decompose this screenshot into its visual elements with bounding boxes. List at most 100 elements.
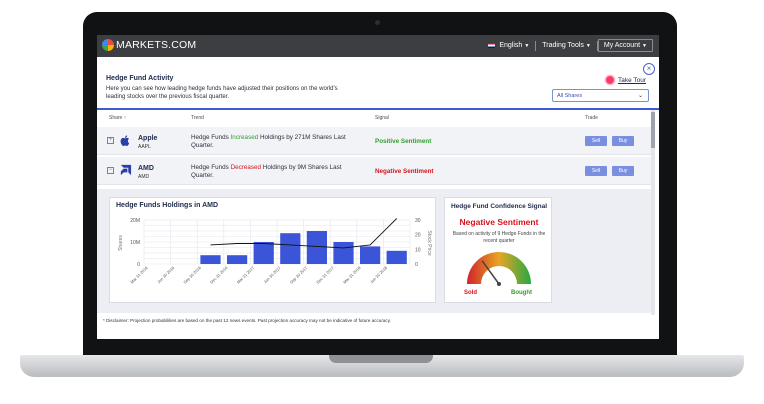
uk-flag-icon: [488, 43, 496, 48]
chart-title: Hedge Funds Holdings in AMD: [116, 202, 219, 209]
signal-label: Negative Sentiment: [375, 168, 434, 175]
x-tick-label: Jun 30 2018: [369, 265, 389, 285]
page-description: Here you can see how leading hedge funds…: [106, 86, 338, 100]
chevron-down-icon: ⌄: [637, 93, 643, 99]
markets-logo-icon: [102, 39, 114, 51]
buy-button[interactable]: Buy: [612, 166, 634, 176]
x-tick-label: Jun 30 2016: [156, 265, 176, 285]
scrollbar-track[interactable]: [651, 110, 655, 315]
sentiment-note: Based on activity of 9 Hedge Funds in th…: [452, 231, 546, 244]
account-label: My Account: [603, 42, 641, 49]
nav-divider: [596, 40, 598, 51]
laptop-notch: [329, 355, 433, 363]
x-tick-label: Mar 31 2017: [236, 265, 256, 285]
company-name: AMD: [138, 165, 154, 172]
trading-tools-label: Trading Tools: [542, 42, 584, 49]
x-tick-label: Sep 30 2017: [289, 265, 309, 285]
stock-price-line: [210, 218, 398, 249]
x-tick-label: Mar 31 2018: [342, 265, 362, 285]
close-icon[interactable]: ×: [643, 63, 655, 75]
table-row[interactable]: − AMD AMD Hedge Funds Decreased Holdings…: [97, 157, 651, 185]
disclaimer-text: * Disclaimer: Projection probabilities a…: [103, 318, 391, 323]
x-tick-label: Dec 31 2016: [209, 265, 229, 285]
y2-tick-label: 20: [415, 233, 421, 239]
trend-change-word: Decreased: [230, 164, 262, 171]
data-bar: [386, 250, 407, 264]
y2-axis-label: Stock Price: [426, 230, 432, 256]
y2-tick-label: 30: [415, 218, 421, 224]
x-tick-label: Dec 31 2017: [315, 265, 335, 285]
top-navigation: MARKETS.COM English ▼ Trading Tools ▼ My…: [97, 35, 659, 57]
trend-change-word: Increased: [230, 134, 259, 141]
tour-label: Take Tour: [618, 76, 647, 84]
chevron-down-icon: ▼: [642, 42, 647, 49]
expand-row-toggle[interactable]: +: [107, 137, 114, 144]
gauge-sold-label: Sold: [464, 290, 477, 296]
y-tick-label: 20M: [130, 218, 140, 224]
y-tick-label: 0: [137, 262, 140, 268]
y-axis-label: Shares: [118, 235, 124, 251]
brand-logo[interactable]: MARKETS.COM: [102, 39, 196, 51]
page-title: Hedge Fund Activity: [106, 75, 174, 82]
column-header-signal: Signal: [375, 115, 389, 121]
column-header-trend: Trend: [191, 115, 204, 121]
amd-icon: [120, 164, 132, 176]
sentiment-label: Negative Sentiment: [459, 217, 539, 227]
table-row[interactable]: + Apple AAPL Hedge Funds Increased Holdi…: [97, 127, 651, 155]
webcam: [375, 20, 380, 25]
trading-tools-menu[interactable]: Trading Tools ▼: [536, 42, 597, 49]
gauge-arc: [467, 252, 531, 284]
sell-button[interactable]: Sell: [585, 166, 607, 176]
x-tick-label: Sep 30 2016: [182, 265, 202, 285]
chevron-down-icon: ▼: [585, 42, 591, 49]
apple-icon: [120, 135, 130, 146]
sell-button[interactable]: Sell: [585, 136, 607, 146]
gauge-bought-label: Bought: [511, 290, 532, 296]
trend-text: Hedge Funds Decreased Holdings by 9M Sha…: [191, 164, 342, 179]
shares-filter-select[interactable]: All Shares ⌄: [552, 89, 649, 102]
holdings-chart-card: Hedge Funds Holdings in AMD 0 10M 20M 0 10 20…: [109, 197, 436, 303]
column-header-share[interactable]: Share ↑: [109, 115, 127, 121]
data-bar: [253, 242, 274, 264]
data-bar: [200, 255, 221, 264]
take-tour-link[interactable]: Take Tour: [606, 76, 646, 84]
language-selector[interactable]: English ▼: [482, 42, 535, 49]
y2-tick-label: 10: [415, 247, 421, 253]
nav-divider: [535, 40, 537, 51]
language-label: English: [499, 42, 523, 49]
signal-label: Positive Sentiment: [375, 138, 432, 145]
company-ticker: AMD: [138, 174, 150, 180]
sentiment-gauge: [467, 252, 531, 286]
buy-button[interactable]: Buy: [612, 136, 634, 146]
app-screen: MARKETS.COM English ▼ Trading Tools ▼ My…: [97, 35, 659, 339]
data-bar: [359, 246, 381, 264]
filter-value: All Shares: [557, 93, 583, 99]
my-account-menu[interactable]: My Account ▼: [597, 39, 653, 52]
scrollbar-thumb[interactable]: [651, 112, 655, 148]
y2-tick-label: 0: [415, 262, 418, 268]
nav-menu: English ▼ Trading Tools ▼ My Account ▼: [482, 39, 653, 52]
data-bar: [306, 231, 328, 264]
header-divider: [97, 108, 659, 110]
sort-icon: ↑: [123, 115, 127, 121]
holdings-chart: 0 10M 20M 0 10 20 30 Shares Stock Price Mar 31 20…: [118, 218, 432, 285]
signal-card-title: Hedge Fund Confidence Signal: [450, 203, 548, 210]
data-bar: [226, 255, 248, 264]
data-bar: [333, 242, 354, 264]
laptop-base: [20, 355, 744, 377]
tour-pulse-icon: [606, 76, 614, 84]
gauge-hub: [497, 282, 501, 286]
trend-text: Hedge Funds Increased Holdings by 271M S…: [191, 134, 346, 149]
company-ticker: AAPL: [138, 144, 151, 150]
company-name: Apple: [138, 135, 158, 142]
gauge-needle: [481, 260, 500, 285]
logo-text: MARKETS.COM: [116, 39, 197, 51]
collapse-row-toggle[interactable]: −: [107, 167, 114, 174]
y-tick-label: 10M: [130, 240, 140, 246]
chevron-down-icon: ▼: [524, 42, 530, 49]
confidence-signal-card: Hedge Fund Confidence Signal Negative Se…: [444, 197, 552, 303]
data-bar: [280, 233, 301, 264]
x-tick-label: Jun 30 2017: [263, 265, 283, 285]
column-header-trade: Trade: [585, 115, 598, 121]
